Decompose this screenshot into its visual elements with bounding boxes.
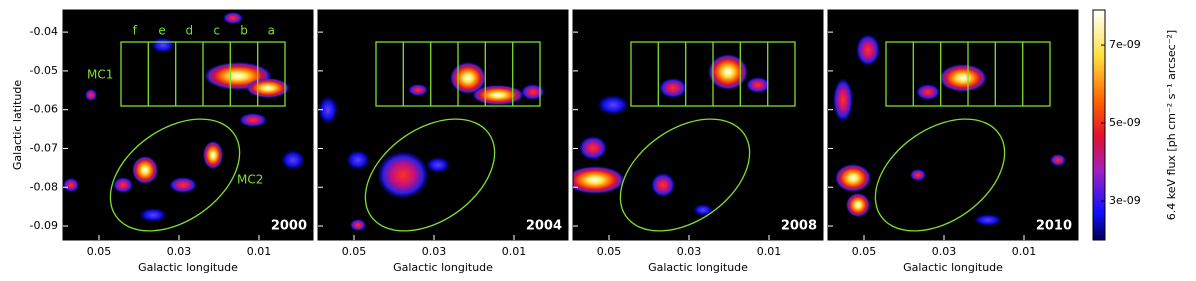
colorbar-label: 6.4 keV flux [ph cm⁻² s⁻¹ arcsec⁻²] xyxy=(1165,30,1178,220)
panel-year: 2000 xyxy=(271,219,307,234)
colorbar-tick-label: 7e-09 xyxy=(1109,38,1141,51)
x-tick-label: 0.03 xyxy=(932,245,957,258)
x-tick-label: 0.03 xyxy=(422,245,447,258)
x-tick-label: 0.01 xyxy=(247,245,272,258)
colorbar-tick-label: 5e-09 xyxy=(1109,116,1141,129)
panel-frame xyxy=(827,9,1079,241)
x-axis-label: Galactic longitude xyxy=(393,261,493,274)
emission xyxy=(318,62,545,231)
x-tick-label: 0.05 xyxy=(87,245,112,258)
strip-label: a xyxy=(268,24,275,38)
x-tick-label: 0.03 xyxy=(677,245,702,258)
x-tick-label: 0.05 xyxy=(342,245,367,258)
x-tick-label: 0.03 xyxy=(167,245,192,258)
panel-year: 2004 xyxy=(526,219,562,234)
regions xyxy=(874,41,1051,232)
panel-frame xyxy=(572,9,824,241)
panel: 0.05 0.03 0.01 Galactic longitude 2004 xyxy=(317,9,569,274)
regions xyxy=(619,41,796,232)
panel-image xyxy=(573,10,823,240)
y-tick-label: -0.08 xyxy=(30,180,58,193)
background xyxy=(318,10,568,240)
strip-label: c xyxy=(213,24,220,38)
panel-image xyxy=(63,10,313,240)
x-axis-label: Galactic longitude xyxy=(648,261,748,274)
x-tick-label: 0.01 xyxy=(1012,245,1037,258)
y-tick-label: -0.04 xyxy=(30,25,58,38)
cloud-label: MC2 xyxy=(237,173,263,187)
panel-year: 2010 xyxy=(1036,219,1072,234)
strip-label: b xyxy=(240,24,248,38)
strip-label: f xyxy=(133,24,138,38)
colorbar-tick-label: 3e-09 xyxy=(1109,194,1141,207)
regions xyxy=(364,41,541,232)
y-tick-label: -0.05 xyxy=(30,64,58,77)
strip-label: d xyxy=(186,24,194,38)
panel-year: 2008 xyxy=(781,219,817,234)
panel-image xyxy=(318,10,568,240)
panel: 0.05 0.03 0.01 -0.04 -0.05 -0.06 -0.07 -0.08 -0.… xyxy=(30,9,314,274)
emission xyxy=(573,54,770,216)
colorbar xyxy=(1092,9,1106,241)
x-axis-label: Galactic longitude xyxy=(903,261,1003,274)
background xyxy=(573,10,823,240)
x-tick-label: 0.05 xyxy=(597,245,622,258)
panel-frame xyxy=(62,9,314,241)
y-tick-label: -0.07 xyxy=(30,141,58,154)
regions xyxy=(109,41,286,232)
x-tick-label: 0.05 xyxy=(852,245,877,258)
emission xyxy=(63,12,305,222)
strip-label: e xyxy=(158,24,165,38)
panel: 0.05 0.03 0.01 Galactic longitude 2010 xyxy=(827,9,1079,274)
panel-image xyxy=(828,10,1078,240)
x-axis-label: Galactic longitude xyxy=(138,261,238,274)
y-tick-label: -0.09 xyxy=(30,219,58,232)
y-tick-label: -0.06 xyxy=(30,103,58,116)
emission xyxy=(833,34,1066,226)
panel-frame xyxy=(317,9,569,241)
x-tick-label: 0.01 xyxy=(757,245,782,258)
panel: 0.05 0.03 0.01 Galactic longitude 2008 xyxy=(572,9,824,274)
cloud-label: MC1 xyxy=(87,68,113,82)
x-tick-label: 0.01 xyxy=(502,245,527,258)
background xyxy=(63,10,313,240)
y-axis-label: Galactic latitude xyxy=(11,80,24,170)
